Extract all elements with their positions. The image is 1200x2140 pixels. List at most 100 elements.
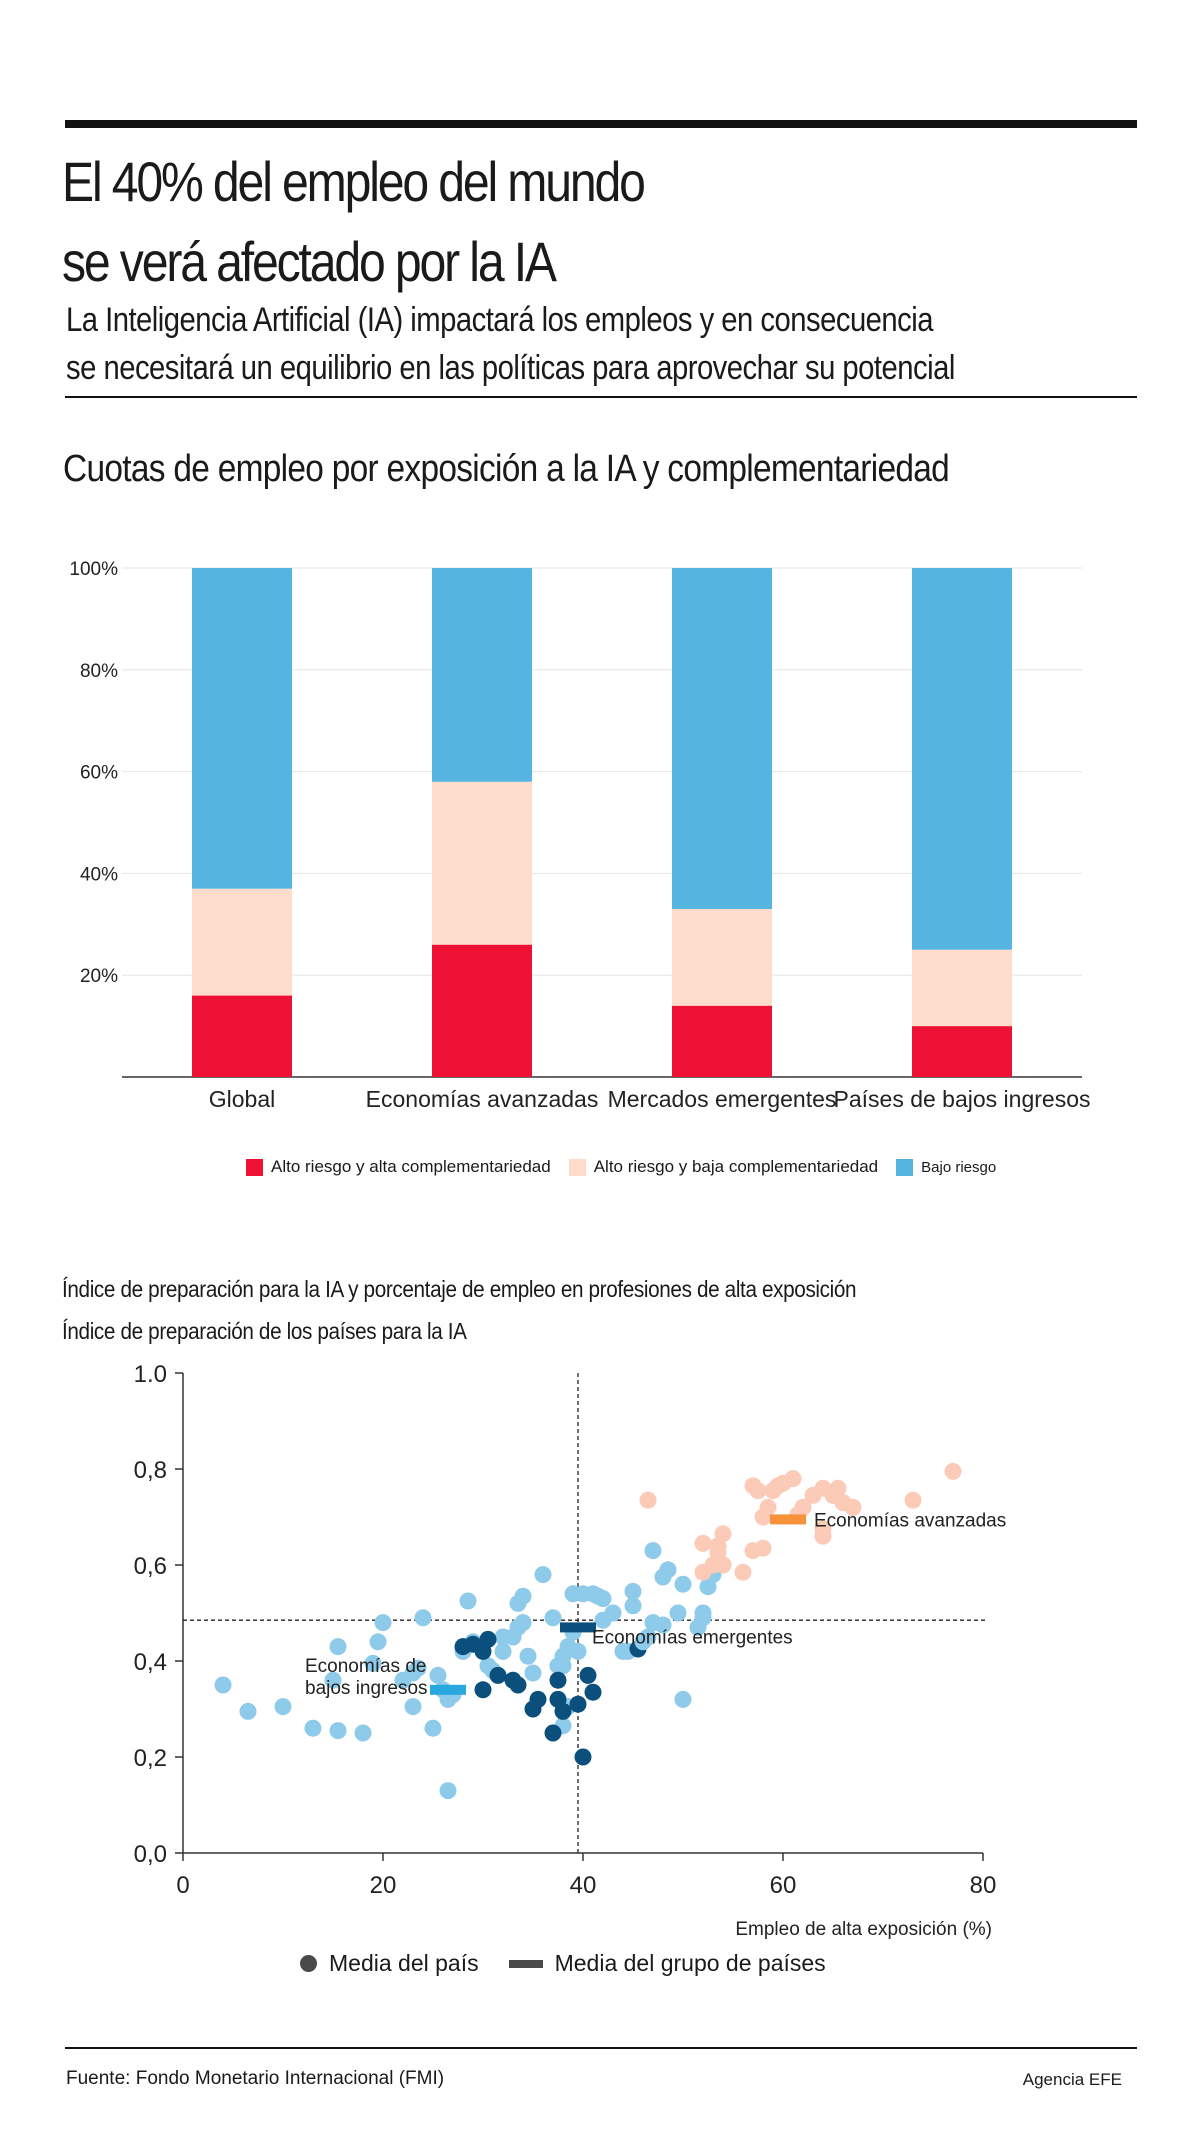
group-label-avanzadas: Economías avanzadas bbox=[814, 1510, 1006, 1531]
bar-segment bbox=[432, 781, 532, 945]
legend-swatch-alto-alta bbox=[246, 1158, 263, 1176]
bar-segment bbox=[672, 909, 772, 1006]
country-point bbox=[784, 1470, 802, 1488]
y-tick-label: 0,4 bbox=[134, 1649, 167, 1676]
bar-segment bbox=[672, 1005, 772, 1077]
legend-item-alto-baja: Alto riesgo y baja complementariedad bbox=[568, 1157, 879, 1177]
country-point bbox=[754, 1539, 772, 1557]
x-tick-label: 80 bbox=[970, 1872, 997, 1899]
legend-swatch-alto-baja bbox=[568, 1158, 586, 1176]
country-point bbox=[574, 1748, 592, 1766]
country-point bbox=[624, 1582, 642, 1600]
country-point bbox=[239, 1702, 257, 1720]
country-point bbox=[594, 1590, 612, 1608]
country-point bbox=[429, 1666, 447, 1684]
country-point bbox=[904, 1491, 922, 1509]
bar-segment bbox=[672, 568, 772, 910]
country-point bbox=[509, 1676, 527, 1694]
country-point bbox=[554, 1657, 572, 1675]
y-tick-label: 60% bbox=[80, 763, 118, 784]
group-label-bajos-line2: bajos ingresos bbox=[305, 1678, 428, 1699]
country-point bbox=[579, 1666, 597, 1684]
country-point bbox=[794, 1498, 812, 1516]
x-category-label: Países de bajos ingresos bbox=[834, 1086, 1091, 1112]
country-point bbox=[669, 1604, 687, 1622]
country-point bbox=[624, 1597, 642, 1615]
country-point bbox=[514, 1614, 532, 1632]
country-point bbox=[714, 1525, 732, 1543]
y-tick-label: 20% bbox=[80, 966, 118, 987]
country-point bbox=[404, 1698, 422, 1716]
bar-segment bbox=[912, 1026, 1012, 1077]
scatter-legend: Media del país Media del grupo de países bbox=[300, 1950, 826, 1977]
top-rule bbox=[65, 120, 1137, 128]
country-point bbox=[214, 1676, 232, 1694]
country-point bbox=[659, 1561, 677, 1579]
country-point bbox=[524, 1664, 542, 1682]
x-tick-label: 60 bbox=[770, 1872, 797, 1899]
page-subtitle: La Inteligencia Artificial (IA) impactar… bbox=[66, 296, 1098, 392]
subtitle-line-1: La Inteligencia Artificial (IA) impactar… bbox=[66, 301, 934, 339]
source-note: Fuente: Fondo Monetario Internacional (F… bbox=[66, 2068, 445, 2089]
y-tick-label: 40% bbox=[80, 864, 118, 885]
country-point bbox=[544, 1724, 562, 1742]
y-tick-label: 80% bbox=[80, 661, 118, 682]
bar-segment bbox=[432, 568, 532, 782]
page-title: El 40% del empleo del mundo se verá afec… bbox=[62, 142, 991, 302]
country-point bbox=[474, 1681, 492, 1699]
country-point bbox=[514, 1587, 532, 1605]
group-mean-marker bbox=[770, 1514, 806, 1525]
group-mean-marker bbox=[430, 1684, 466, 1695]
y-tick-label: 0,6 bbox=[134, 1553, 167, 1580]
country-point bbox=[554, 1702, 572, 1720]
bar-chart-title: Cuotas de empleo por exposición a la IA … bbox=[63, 448, 950, 490]
scatter-chart: 0,0 0,2 0,4 0,6 0,8 1.0 0 20 40 60 80 Empleo de alt… bbox=[134, 1361, 1007, 1940]
x-tick-label: 0 bbox=[176, 1872, 189, 1899]
country-point bbox=[494, 1642, 512, 1660]
country-point bbox=[304, 1719, 322, 1737]
country-point bbox=[364, 1654, 382, 1672]
country-point bbox=[329, 1638, 347, 1656]
country-point bbox=[459, 1592, 477, 1610]
x-axis-title: Empleo de alta exposición (%) bbox=[735, 1919, 992, 1940]
country-point bbox=[569, 1695, 587, 1713]
legend-label-alto-baja: Alto riesgo y baja complementariedad bbox=[593, 1157, 879, 1176]
bar-chart-legend: Alto riesgo y alta complementariedad Alt… bbox=[246, 1155, 1014, 1179]
x-category-label: Economías avanzadas bbox=[366, 1086, 599, 1112]
country-point bbox=[644, 1542, 662, 1560]
country-point bbox=[654, 1616, 672, 1634]
country-point bbox=[639, 1491, 657, 1509]
y-tick-label: 0,2 bbox=[134, 1745, 167, 1772]
country-point bbox=[544, 1609, 562, 1627]
country-point bbox=[324, 1671, 342, 1689]
country-dot-icon bbox=[300, 1955, 317, 1972]
legend-swatch-bajo bbox=[896, 1158, 914, 1176]
x-category-label: Mercados emergentes bbox=[608, 1086, 837, 1112]
scatter-title: Índice de preparación para la IA y porce… bbox=[62, 1276, 857, 1302]
country-point bbox=[749, 1482, 767, 1500]
country-point bbox=[354, 1724, 372, 1742]
title-line-1: El 40% del empleo del mundo bbox=[62, 150, 646, 213]
country-point bbox=[674, 1575, 692, 1593]
country-point bbox=[584, 1683, 602, 1701]
country-point bbox=[714, 1556, 732, 1574]
country-point bbox=[519, 1647, 537, 1665]
bar-segment bbox=[912, 568, 1012, 950]
credit: Agencia EFE bbox=[1022, 2070, 1122, 2089]
bar-segment bbox=[192, 995, 292, 1077]
y-tick-label: 0,8 bbox=[134, 1457, 167, 1484]
country-point bbox=[479, 1630, 497, 1648]
country-point bbox=[549, 1671, 567, 1689]
country-point bbox=[534, 1566, 552, 1584]
country-point bbox=[374, 1614, 392, 1632]
country-point bbox=[694, 1604, 712, 1622]
bar-segment bbox=[192, 888, 292, 996]
legend-item-alto-alta: Alto riesgo y alta complementariedad bbox=[246, 1157, 551, 1177]
y-tick-label: 1.0 bbox=[134, 1361, 167, 1388]
country-point bbox=[844, 1498, 862, 1516]
group-label-bajos-line1: Economías de bbox=[305, 1656, 426, 1677]
country-point bbox=[439, 1782, 457, 1800]
x-tick-label: 40 bbox=[570, 1872, 597, 1899]
country-point bbox=[329, 1722, 347, 1740]
country-point bbox=[674, 1690, 692, 1708]
